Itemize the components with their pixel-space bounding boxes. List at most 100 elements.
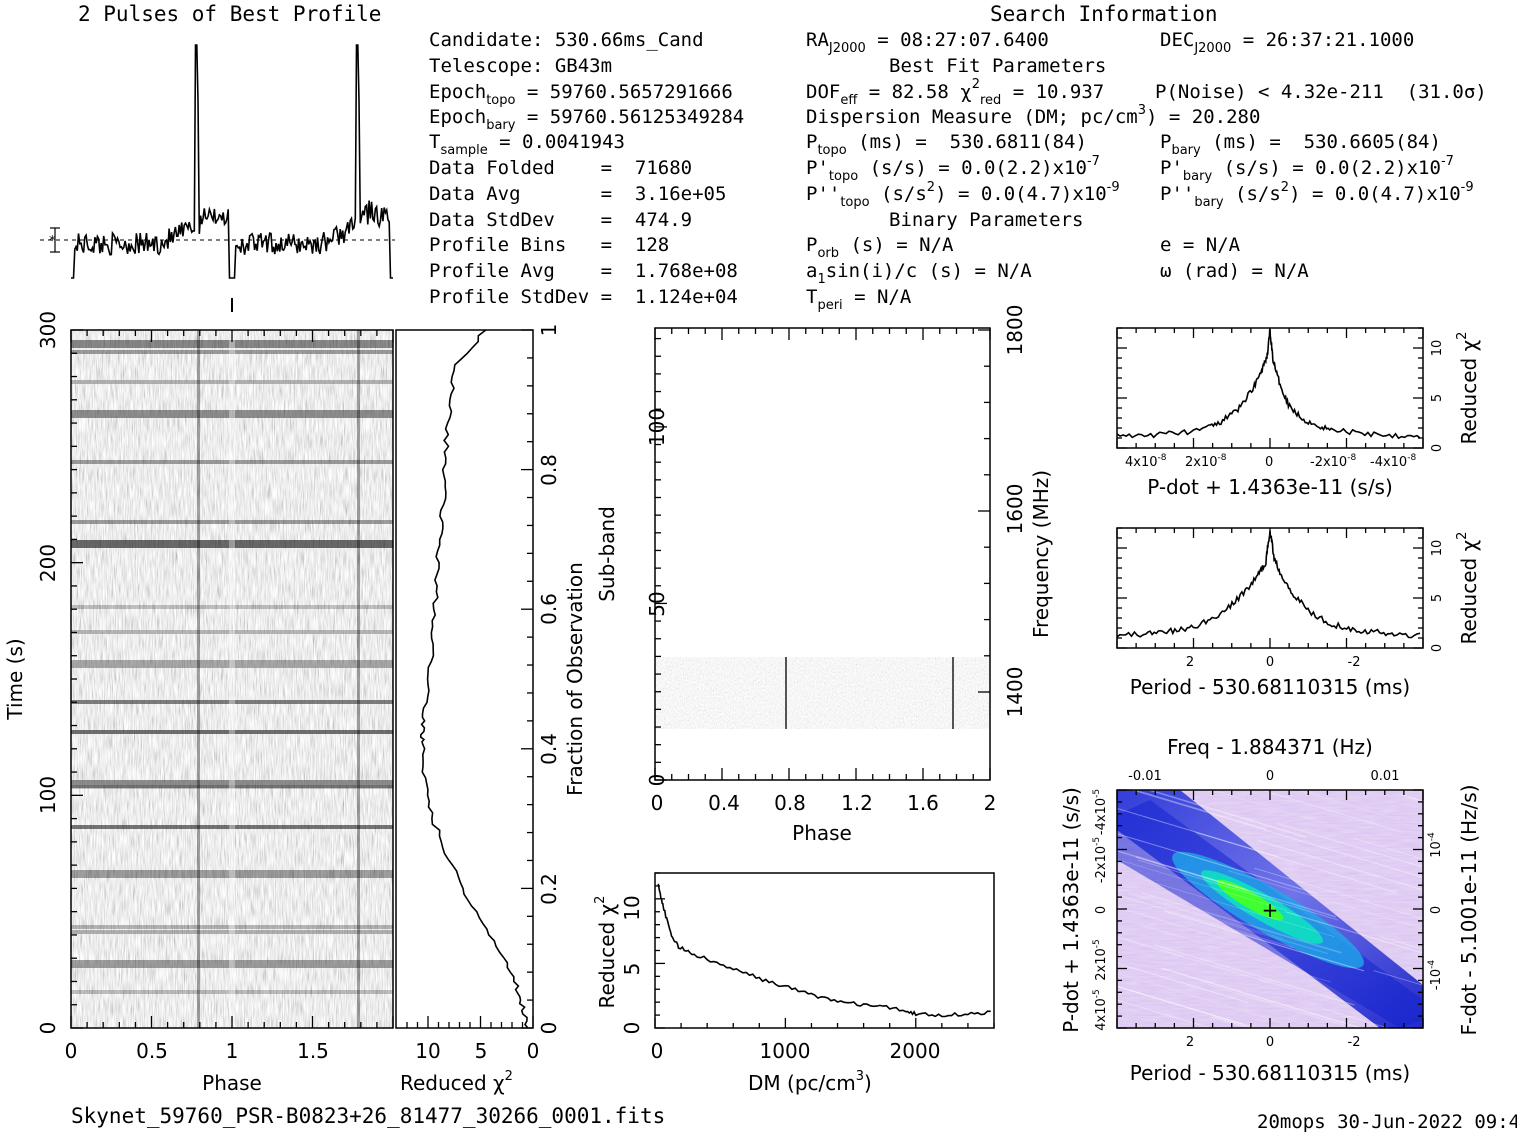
pp-streak xyxy=(1117,986,1257,1028)
pe-ytick-1: 5 xyxy=(1430,594,1445,602)
p-pdot-best-marker: + xyxy=(1262,898,1279,922)
pe-xtick-1: 0 xyxy=(1266,655,1274,670)
tp-stripe xyxy=(71,460,393,464)
pd-xtick-3: -2x10-8 xyxy=(1310,453,1356,470)
search-title: Search Information xyxy=(990,2,1218,26)
pp-streak xyxy=(1127,892,1329,955)
pp-streak xyxy=(1117,962,1249,1004)
binary-title: Binary Parameters xyxy=(889,209,1083,231)
tp-stripe xyxy=(71,785,393,789)
ct-ytick-5: 1 xyxy=(537,324,561,337)
pp-xtick-top-1: 0 xyxy=(1266,769,1274,784)
tsample-line: Tsample = 0.0041943 xyxy=(429,131,625,158)
pdot-chi-curve xyxy=(1116,328,1421,440)
pe-xlabel: Period - 530.68110315 (ms) xyxy=(1130,675,1411,699)
sb-ytick-right-2: 1800 xyxy=(1003,305,1027,356)
dm-xlabel: DM (pc/cm3) xyxy=(748,1069,872,1095)
pp-streak xyxy=(1211,1016,1253,1028)
pp-ylabel: P-dot + 1.4363e-11 (s/s) xyxy=(1059,787,1083,1033)
pp-xtick-1: 0 xyxy=(1266,1035,1274,1050)
info-right: DECJ2000 = 26:37:21.1000 P(Noise) < 4.32… xyxy=(1155,29,1487,282)
pp-streak xyxy=(1208,984,1355,1028)
timestamp-label: 20mops 30-Jun-2022 09:43 xyxy=(1257,1111,1517,1133)
profile-plot: * xyxy=(40,44,395,312)
tp-stripe xyxy=(71,410,393,418)
pp-ylabel-right: F-dot - 5.1001e-11 (Hz/s) xyxy=(1457,784,1481,1035)
telescope-line: Telescope: GB43m xyxy=(429,55,612,77)
pddot-bary-line: P''bary (s/s2) = 0.0(4.7)x10-9 xyxy=(1160,180,1474,210)
sb-xtick-4: 1.6 xyxy=(907,791,939,815)
pp-streak xyxy=(1130,921,1331,983)
tp-stripe xyxy=(71,780,393,788)
profile-bins-line: Profile Bins = 128 xyxy=(429,234,669,256)
ct-xlabel: Reduced χ2 xyxy=(400,1069,513,1095)
tp-xtick-2: 1 xyxy=(226,1039,239,1063)
pp-ytick-1: 2x10-5 xyxy=(1092,939,1109,981)
info-left: Candidate: 530.66ms_Cand Telescope: GB43… xyxy=(429,29,744,308)
data-stddev-line: Data StdDev = 474.9 xyxy=(429,209,692,231)
ct-xtick-0: 10 xyxy=(415,1039,440,1063)
tp-xtick-0: 0 xyxy=(65,1039,78,1063)
pp-streak xyxy=(1134,876,1335,938)
tp-stripe xyxy=(71,660,393,668)
pp-streak xyxy=(1117,972,1291,1026)
tp-stripe xyxy=(71,340,393,348)
pp-streak xyxy=(1161,967,1362,1028)
dm-xtick-0: 0 xyxy=(651,1039,664,1063)
sb-ytick-0: 0 xyxy=(645,774,669,787)
pp-streak xyxy=(1380,935,1423,950)
ct-xtick-2: 0 xyxy=(527,1039,540,1063)
tp-xlabel: Phase xyxy=(202,1071,262,1095)
pp-xtick-top-0: -0.01 xyxy=(1128,769,1162,784)
tp-stripe xyxy=(71,870,393,878)
pp-streak xyxy=(1117,858,1288,911)
sb-ytick-1: 50 xyxy=(645,591,669,616)
time-phase-plot: 0 0.5 1 1.5 Phase 0 100 200 300 Time (s) xyxy=(3,311,394,1095)
tp-stripe xyxy=(71,730,393,734)
subband-image xyxy=(655,657,990,729)
pp-streak xyxy=(1117,937,1273,985)
pp-ytick-4: -4x10-5 xyxy=(1092,789,1109,835)
sb-xtick-2: 0.8 xyxy=(774,791,806,815)
time-phase-image xyxy=(71,330,393,1028)
pp-ytick-right-0: -10-4 xyxy=(1427,960,1444,990)
ct-ytick-2: 0.4 xyxy=(537,733,561,765)
ct-ytick-0: 0 xyxy=(537,1022,561,1035)
dec-line: DECJ2000 = 26:37:21.1000 xyxy=(1160,29,1414,56)
filename-label: Skynet_59760_PSR-B0823+26_81477_30266_00… xyxy=(71,1104,665,1128)
pp-streak xyxy=(1135,856,1336,918)
time-phase-stripes xyxy=(71,330,393,1028)
dm-line: Dispersion Measure (DM; pc/cm3) = 20.280 xyxy=(806,103,1260,128)
pp-streak xyxy=(1117,807,1279,858)
pp-xtick-2: -2 xyxy=(1348,1035,1361,1050)
pp-streak xyxy=(1254,867,1423,920)
omega-line: ω (rad) = N/A xyxy=(1160,260,1309,282)
pp-streak xyxy=(1117,985,1244,1025)
tp-ytick-1: 100 xyxy=(36,776,60,814)
pdot-topo-line: P'topo (s/s) = 0.0(2.2)x10-7 xyxy=(806,154,1100,184)
tp-stripe xyxy=(71,605,393,609)
pp-streak xyxy=(1257,839,1423,891)
tp-ytick-2: 200 xyxy=(36,544,60,582)
sb-ytick-right-0: 1400 xyxy=(1003,667,1027,718)
dm-xtick-1: 1000 xyxy=(760,1039,811,1063)
pd-ylabel: Reduced χ2 xyxy=(1455,332,1481,445)
pd-xtick-4: -4x10-8 xyxy=(1370,453,1416,470)
ct-ytick-1: 0.2 xyxy=(537,873,561,905)
profile-errorbar-star: * xyxy=(49,234,56,249)
pp-streak xyxy=(1263,829,1423,879)
pe-xtick-0: 2 xyxy=(1186,655,1194,670)
pp-streak xyxy=(1117,833,1318,895)
pp-streak xyxy=(1117,999,1213,1028)
pbary-line: Pbary (ms) = 530.6605(84) xyxy=(1160,131,1441,158)
data-avg-line: Data Avg = 3.16e+05 xyxy=(429,183,726,205)
sb-xtick-3: 1.2 xyxy=(841,791,873,815)
tp-ytick-0: 0 xyxy=(36,1022,60,1035)
ct-ytick-3: 0.6 xyxy=(537,593,561,625)
tp-xtick-1: 0.5 xyxy=(136,1039,168,1063)
pp-streak xyxy=(1117,936,1318,998)
sb-ylabel: Sub-band xyxy=(595,506,619,602)
dm-chi-plot: 0 1000 2000 DM (pc/cm3) 0 5 10 Reduced χ… xyxy=(593,872,995,1095)
tp-pulse-track xyxy=(197,330,200,1028)
